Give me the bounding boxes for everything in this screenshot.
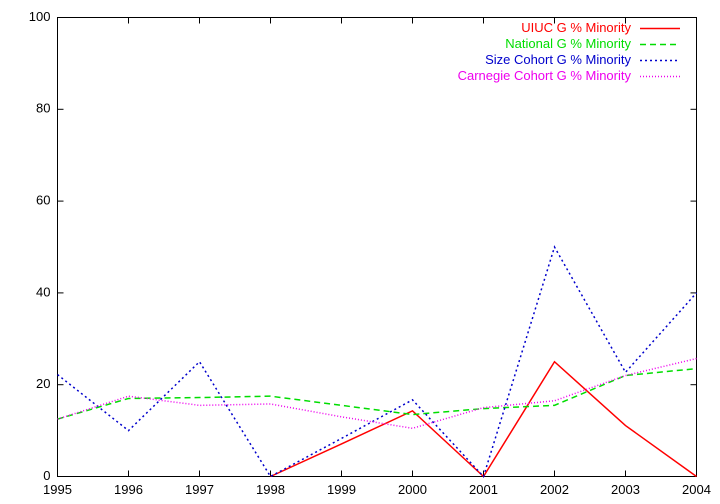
x-tick-label: 2002	[540, 482, 569, 497]
x-tick-label: 1997	[185, 482, 214, 497]
x-tick-label: 2001	[469, 482, 498, 497]
y-tick-label: 40	[36, 284, 50, 299]
legend-label: UIUC G % Minority	[521, 20, 631, 35]
y-tick-label: 100	[29, 9, 51, 24]
x-tick-label: 2003	[611, 482, 640, 497]
y-tick-label: 80	[36, 101, 50, 116]
x-tick-label: 1996	[114, 482, 143, 497]
series-line	[57, 367, 697, 420]
series-line	[57, 357, 697, 430]
legend-label: Size Cohort G % Minority	[485, 52, 631, 67]
x-tick-label: 1995	[43, 482, 72, 497]
y-tick-label: 60	[36, 193, 50, 208]
y-tick-label: 20	[36, 376, 50, 391]
y-tick-label: 0	[43, 468, 50, 483]
x-tick-label: 2000	[398, 482, 427, 497]
x-tick-label: 1998	[256, 482, 285, 497]
series-line	[57, 245, 698, 478]
x-tick-label: 2004	[682, 482, 711, 497]
legend-label: Carnegie Cohort G % Minority	[458, 68, 632, 83]
series-line	[270, 360, 697, 478]
plot-frame	[57, 17, 697, 477]
x-tick-label: 1999	[327, 482, 356, 497]
legend-label: National G % Minority	[505, 36, 631, 51]
